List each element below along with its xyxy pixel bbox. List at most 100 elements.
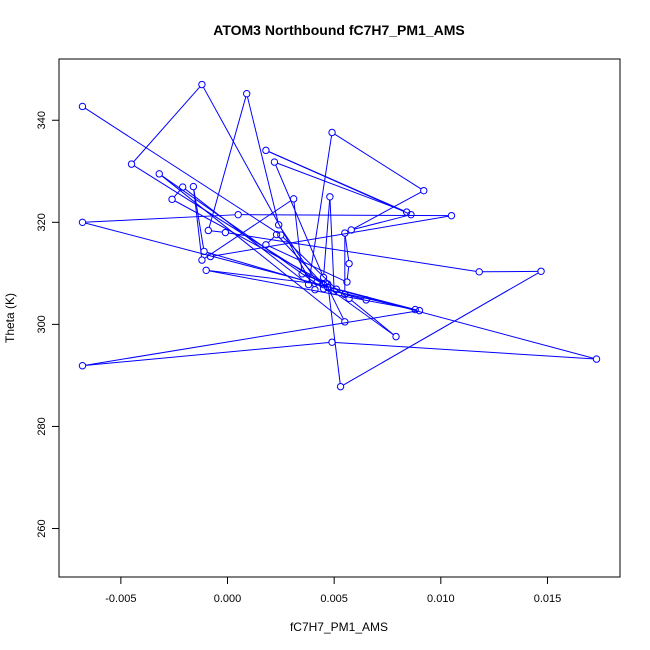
data-point [78,102,87,111]
x-axis-label: fC7H7_PM1_AMS [290,620,388,634]
data-point [204,226,213,235]
data-point [537,267,545,276]
data-point [304,280,313,289]
chart-title: ATOM3 Northbound fC7H7_PM1_AMS [213,22,465,38]
data-point [341,318,349,326]
data-point [341,229,349,237]
data-point [319,284,328,293]
data-point [221,228,230,237]
series-segment [335,341,594,360]
data-point [447,211,456,220]
data-point [127,160,136,168]
series-segment [85,342,329,366]
series-segment [84,107,279,234]
data-point [200,247,208,256]
data-point [243,90,251,98]
series-segment [174,200,326,283]
series-segment [213,215,449,257]
series-segment [85,214,236,223]
series-segment [280,227,316,280]
x-axis: -0.005 0.000 0.005 0.010 0.015 [105,577,561,605]
series-segment [85,310,417,366]
data-point [341,290,349,298]
series-segment [193,189,203,257]
series-segment [241,214,449,217]
data-point [270,158,279,166]
data-point [319,273,328,282]
data-point [277,231,285,239]
data-point [298,270,306,278]
data-point [262,241,270,249]
x-tick-label: 0.000 [214,593,242,605]
data-point [262,146,270,155]
y-tick-label: 280 [36,417,48,435]
x-tick-label: -0.005 [105,593,136,605]
data-point [234,210,242,219]
data-point [330,287,338,295]
data-point [362,296,370,304]
series-segment [346,266,350,279]
data-point [168,195,176,204]
series-segment [211,230,223,233]
data-point [179,183,187,191]
data-point [78,362,87,370]
y-axis: 260 280 300 320 340 [36,111,59,538]
series-segment [330,287,594,359]
series-segment [351,299,394,335]
data-point [407,210,415,219]
data-point [319,280,328,289]
series-segment [330,289,394,336]
series-segment [173,189,181,198]
data-point [324,280,332,288]
data-point [275,221,283,229]
series-segment [343,272,539,386]
series-segment [353,191,422,229]
data-point [202,266,210,274]
series-segment [85,222,413,310]
data-point [332,285,341,293]
series-segment [326,285,344,320]
series-segment [133,86,201,163]
x-tick-label: 0.010 [427,593,455,605]
series-segment [209,270,321,285]
data-point [189,182,198,191]
data-point [411,305,419,314]
series-segment [327,287,341,384]
series-segment [308,135,333,282]
data-point [420,186,428,195]
x-tick-label: 0.015 [534,593,562,605]
series-segment [334,133,422,190]
data-point [415,306,424,315]
data-point [324,283,332,291]
data-point [336,382,345,391]
data-point [402,208,411,216]
series-segment [268,151,404,212]
series-segment [293,201,303,271]
data-point [198,80,206,89]
data-point [78,218,87,227]
series-segment [267,236,275,243]
series-group [78,80,601,391]
series-segment [228,232,477,272]
data-point [392,332,400,341]
series-segment [275,164,323,275]
data-point [475,268,483,276]
series-segment [184,188,307,284]
data-point [206,252,215,261]
series-segment [161,175,343,321]
data-point [326,193,334,201]
series-segment [209,270,413,310]
data-point [198,256,206,264]
y-tick-label: 320 [36,213,48,231]
data-point [272,230,281,239]
series-segment [204,200,292,259]
series-segment [246,96,279,222]
data-point [347,226,355,234]
x-tick-label: 0.005 [320,593,348,605]
data-point [328,128,336,137]
data-point [311,285,319,294]
data-point [345,259,353,268]
series-segment [282,236,335,288]
y-tick-label: 300 [36,315,48,333]
